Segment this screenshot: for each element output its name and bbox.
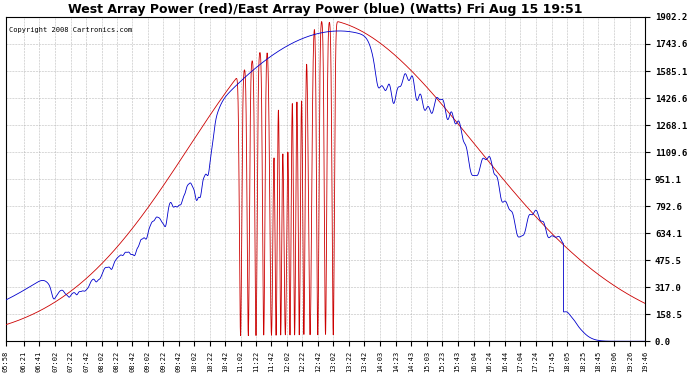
Text: Copyright 2008 Cartronics.com: Copyright 2008 Cartronics.com [9, 27, 132, 33]
Title: West Array Power (red)/East Array Power (blue) (Watts) Fri Aug 15 19:51: West Array Power (red)/East Array Power … [68, 3, 583, 16]
